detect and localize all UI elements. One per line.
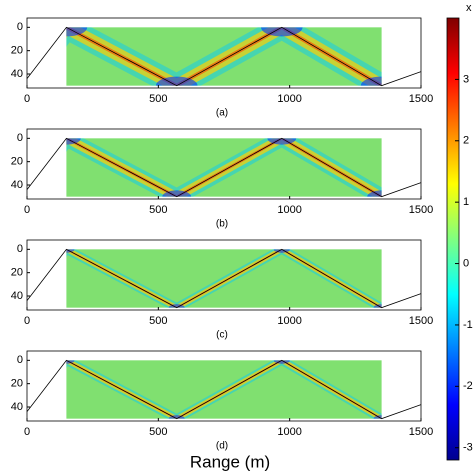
y-tick-label: 20 — [11, 45, 23, 57]
ray-line — [26, 248, 422, 309]
ray-line — [26, 359, 422, 420]
y-tick-label: 20 — [11, 156, 23, 168]
bounce-blob — [162, 190, 192, 197]
x-tick-label: 500 — [149, 93, 167, 105]
x-tick-label: 1000 — [277, 204, 301, 216]
colorbar-tick-label: 0 — [463, 257, 469, 269]
colorbar-exponent: x — [466, 2, 472, 14]
y-tick-label: 0 — [17, 243, 23, 255]
colorbar — [446, 17, 460, 461]
ray-line — [26, 137, 422, 198]
bounce-blob — [260, 27, 303, 37]
x-tick-label: 0 — [24, 315, 30, 327]
axes-frame — [26, 239, 422, 311]
axes-frame — [26, 350, 422, 422]
x-tick-label: 500 — [149, 204, 167, 216]
y-tick-label: 20 — [11, 378, 23, 390]
axes-frame — [26, 128, 422, 200]
y-tick-label: 40 — [11, 401, 23, 413]
x-tick-label: 1000 — [277, 315, 301, 327]
bounce-blob — [367, 190, 382, 197]
x-tick-label: 500 — [149, 315, 167, 327]
y-tick-label: 0 — [17, 354, 23, 366]
x-tick-label: 0 — [24, 204, 30, 216]
y-tick-label: 40 — [11, 68, 23, 80]
y-tick-label: 20 — [11, 267, 23, 279]
y-tick-label: 40 — [11, 179, 23, 191]
x-tick-label: 1500 — [409, 93, 433, 105]
x-tick-label: 0 — [24, 93, 30, 105]
x-tick-label: 1500 — [409, 315, 433, 327]
panel-label: (b) — [216, 219, 228, 230]
bounce-blob — [267, 138, 297, 145]
x-tick-label: 1000 — [277, 93, 301, 105]
x-tick-label: 1000 — [277, 426, 301, 438]
x-tick-label: 0 — [24, 426, 30, 438]
colorbar-tick-label: 2 — [463, 135, 469, 147]
x-tick-label: 1500 — [409, 426, 433, 438]
x-axis-label: Range (m) — [190, 452, 270, 471]
colorbar-tick-label: 3 — [463, 73, 469, 85]
x-tick-label: 1500 — [409, 204, 433, 216]
colorbar-tick-label: 1 — [463, 196, 469, 208]
y-tick-label: 40 — [11, 290, 23, 302]
bounce-blob — [360, 76, 382, 86]
panel-label: (d) — [216, 441, 228, 452]
ray-line — [26, 26, 422, 87]
bounce-blob — [155, 76, 198, 86]
y-tick-label: 0 — [17, 132, 23, 144]
bounce-blob — [66, 27, 88, 37]
x-tick-label: 500 — [149, 426, 167, 438]
axes-frame — [26, 17, 422, 89]
panel-label: (a) — [216, 108, 228, 119]
panel-label: (c) — [216, 330, 228, 341]
colorbar-tick-label: -3 — [463, 442, 473, 454]
colorbar-tick-label: -2 — [463, 380, 473, 392]
y-tick-label: 0 — [17, 21, 23, 33]
colorbar-tick-label: -1 — [463, 319, 473, 331]
